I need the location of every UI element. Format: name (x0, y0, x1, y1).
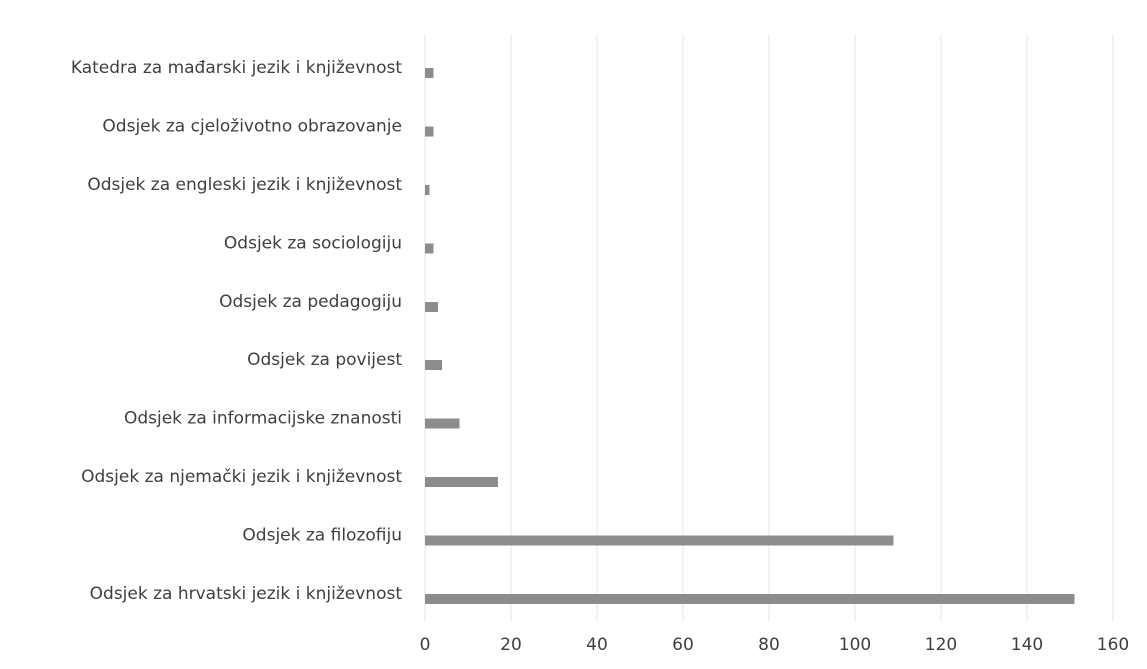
x-tick-label: 20 (500, 635, 522, 655)
x-tick-label: 160 (1097, 635, 1129, 655)
x-tick-layer: 0 20 40 60 80 100 120 140 160 (420, 635, 1130, 655)
x-tick-label: 140 (1011, 635, 1043, 655)
category-label: Odsjek za engleski jezik i književnost (87, 175, 402, 195)
category-label: Odsjek za njemački jezik i književnost (81, 467, 402, 487)
category-label-layer: Odsjek za hrvatski jezik i književnost Od… (71, 58, 402, 604)
category-label: Odsjek za informacijske znanosti (124, 409, 402, 429)
bar (425, 477, 499, 487)
bar (425, 535, 894, 546)
bar-layer (425, 68, 1075, 604)
category-label: Odsjek za povijest (247, 350, 402, 370)
bar (425, 185, 430, 195)
x-tick-label: 80 (758, 635, 780, 655)
grid-layer (424, 34, 1114, 622)
category-label: Odsjek za sociologiju (224, 233, 402, 253)
x-tick-label: 120 (925, 635, 957, 655)
category-label: Odsjek za cjeloživotno obrazovanje (102, 117, 402, 137)
bar (425, 593, 1075, 604)
category-label: Odsjek za pedagogiju (219, 292, 402, 312)
bar (425, 418, 460, 429)
category-label: Katedra za mađarski jezik i književnost (71, 58, 402, 78)
x-tick-label: 40 (586, 635, 608, 655)
bar (425, 68, 434, 79)
bar (425, 360, 443, 371)
bar (425, 126, 434, 137)
x-tick-label: 60 (672, 635, 694, 655)
category-label: Odsjek za hrvatski jezik i književnost (90, 584, 403, 604)
bar (425, 243, 434, 254)
x-tick-label: 100 (839, 635, 871, 655)
bar (425, 301, 438, 312)
category-label: Odsjek za filozofiju (242, 525, 402, 545)
x-tick-label: 0 (420, 635, 431, 655)
